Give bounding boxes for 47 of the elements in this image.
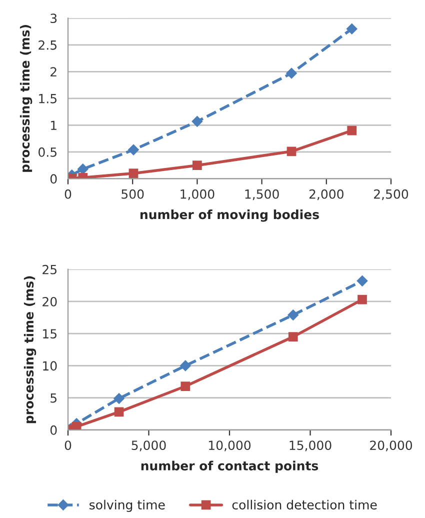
y-tick-label: 15 [43, 329, 56, 339]
x-tick-label: 2,500 [374, 189, 408, 200]
y-tick-label: 20 [42, 296, 57, 306]
legend-label: collision detection time [232, 500, 377, 510]
x-tick-label: 500 [122, 189, 144, 199]
y-tick-label: 2 [50, 67, 56, 76]
point [347, 126, 357, 136]
point [128, 144, 139, 156]
point [288, 332, 298, 342]
x-axis-title: number of moving bodies [140, 210, 319, 222]
x-tick-label: 1,500 [245, 189, 279, 200]
point [346, 23, 358, 34]
x-axis-title: number of contact points [141, 460, 318, 473]
point [356, 275, 368, 286]
x-tick-label: 15,000 [290, 440, 332, 452]
y-tick-label: 1 [51, 120, 56, 130]
y-tick-label: 3 [50, 14, 57, 24]
point [288, 310, 299, 320]
point [286, 146, 296, 156]
y-axis-title: processing time (ms) [20, 25, 32, 172]
y-tick-label: 0 [50, 174, 57, 184]
y-tick-label: 25 [42, 264, 56, 274]
point [180, 360, 191, 372]
point [192, 160, 202, 170]
point [192, 116, 203, 127]
point [72, 422, 82, 430]
y-tick-label: 2.5 [38, 40, 56, 50]
x-tick-label: 5,000 [132, 440, 166, 452]
x-tick-label: 10,000 [209, 440, 251, 452]
point [358, 294, 367, 304]
point [128, 168, 138, 178]
x-tick-label: 1,000 [180, 189, 214, 200]
x-tick-label: 0 [64, 189, 72, 199]
legend-label: solving time [90, 500, 165, 512]
y-tick-label: 1.5 [39, 94, 56, 104]
y-tick-label: 0.5 [38, 147, 56, 157]
y-axis-title: processing time (ms) [24, 276, 36, 424]
y-tick-label: 0 [50, 425, 57, 435]
x-tick-label: 2,000 [309, 189, 344, 200]
point [114, 407, 124, 417]
x-tick-label: 0 [64, 440, 72, 450]
y-tick-label: 10 [43, 361, 57, 371]
point [180, 382, 190, 391]
point [286, 68, 297, 79]
point [114, 393, 124, 404]
y-tick-label: 5 [50, 393, 56, 403]
x-tick-label: 20,000 [370, 440, 412, 452]
